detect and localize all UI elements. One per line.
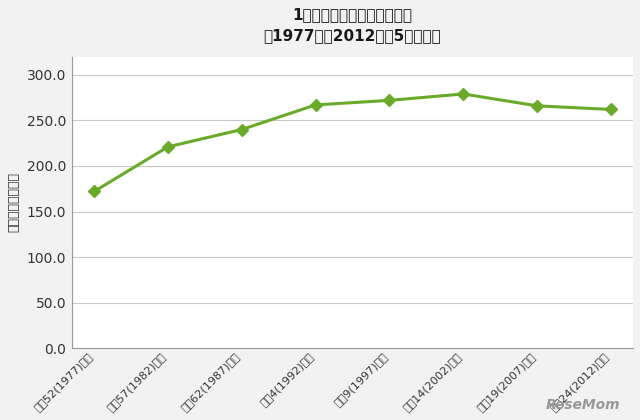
Y-axis label: 平均給与（万円）: 平均給与（万円） [7, 173, 20, 232]
Text: ReseMom: ReseMom [546, 398, 621, 412]
Title: 1年勤続者の平均給与の推移
（1977年～2012年の5年ごと）: 1年勤続者の平均給与の推移 （1977年～2012年の5年ごと） [264, 7, 442, 43]
